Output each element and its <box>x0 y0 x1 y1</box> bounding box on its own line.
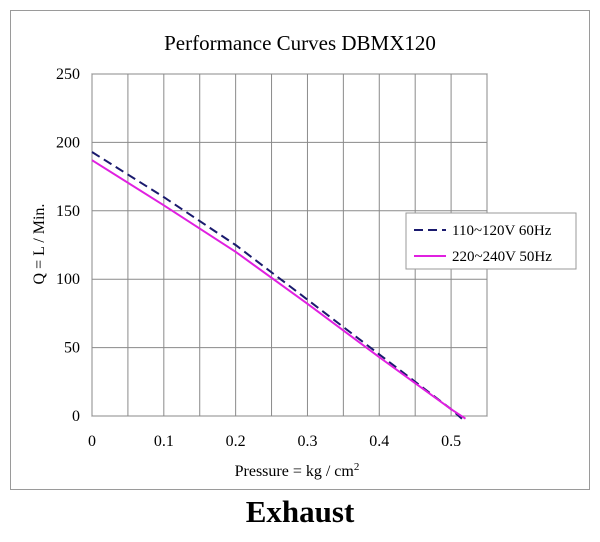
legend-box <box>405 212 577 270</box>
series-layer <box>91 151 467 420</box>
x-tick-label: 0.4 <box>369 433 389 450</box>
legend-label-110-120v: 110~120V 60Hz <box>452 223 552 239</box>
x-axis-label-superscript: 2 <box>354 461 360 473</box>
performance-chart: Performance Curves DBMX120 0 0.1 0.2 0.3 0.4… <box>31 31 577 480</box>
x-axis-label: Pressure = kg / cm2 <box>235 461 360 480</box>
x-tick-label: 0 <box>88 433 96 450</box>
x-axis-label-text: Pressure = kg / cm <box>235 463 355 480</box>
y-tick-label: 100 <box>56 271 80 288</box>
x-tick-label: 0.2 <box>226 433 246 450</box>
tick-label-layer: 0 0.1 0.2 0.3 0.4 0.5 0 50 100 150 200 250 <box>56 66 461 450</box>
y-tick-label: 150 <box>56 203 80 220</box>
x-tick-label: 0.1 <box>154 433 174 450</box>
caption-exhaust: Exhaust <box>245 494 355 529</box>
legend-label-220-240v: 220~240V 50Hz <box>452 249 552 265</box>
y-tick-label: 0 <box>72 408 80 425</box>
y-tick-label: 250 <box>56 66 80 83</box>
chart-title: Performance Curves DBMX120 <box>164 31 436 55</box>
grid-layer <box>91 73 488 417</box>
y-tick-label: 50 <box>64 340 80 357</box>
series-line-110-120v <box>91 151 463 420</box>
x-tick-label: 0.5 <box>441 433 461 450</box>
y-tick-label: 200 <box>56 134 80 151</box>
chart-frame <box>10 10 590 490</box>
series-line-220-240v <box>91 159 467 420</box>
legend: 110~120V 60Hz 220~240V 50Hz <box>405 212 577 270</box>
x-tick-label: 0.3 <box>297 433 317 450</box>
y-axis-label: Q = L / Min. <box>31 204 48 285</box>
